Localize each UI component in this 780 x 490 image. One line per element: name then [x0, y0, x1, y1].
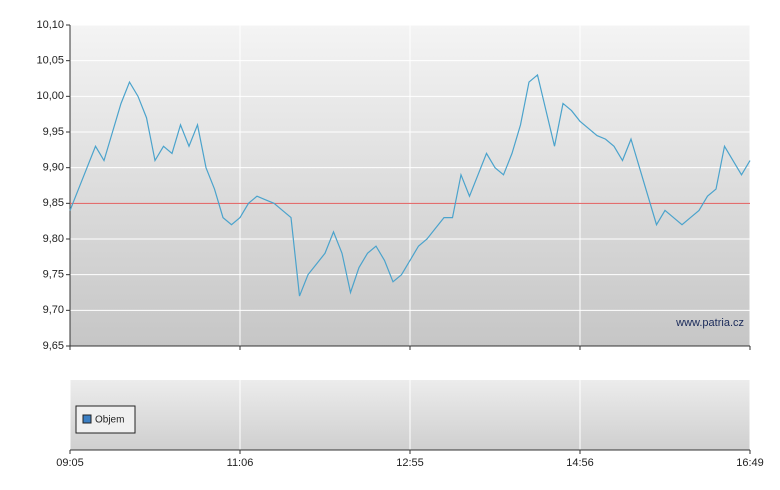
y-tick-label: 9,70 [43, 304, 64, 316]
legend-label: Objem [95, 415, 124, 426]
y-tick-label: 10,00 [36, 90, 64, 102]
y-tick-label: 9,95 [43, 126, 64, 138]
x-tick-label: 16:49 [736, 457, 764, 469]
legend-swatch [82, 414, 92, 424]
x-tick-label: 14:56 [566, 457, 594, 469]
x-tick-label: 09:05 [56, 457, 84, 469]
y-tick-label: 9,75 [43, 269, 64, 281]
y-tick-label: 9,90 [43, 162, 64, 174]
x-tick-label: 11:06 [227, 457, 254, 469]
y-tick-label: 10,10 [36, 19, 64, 31]
y-tick-label: 9,85 [43, 197, 64, 209]
y-tick-label: 10,05 [36, 55, 64, 67]
annotation: www.patria.cz [675, 317, 744, 329]
y-tick-label: 9,80 [43, 233, 64, 245]
y-tick-label: 9,65 [43, 340, 64, 352]
x-tick-label: 12:55 [396, 457, 424, 469]
price-line [69, 73, 751, 297]
